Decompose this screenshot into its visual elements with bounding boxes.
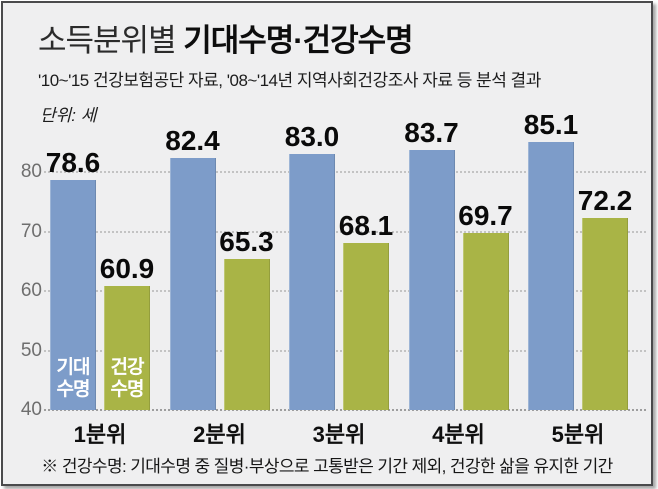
y-axis-tick-40: 40	[20, 399, 42, 420]
x-axis-label-4분위: 4분위	[432, 422, 485, 447]
bar-건강수명-4분위	[462, 233, 509, 410]
bar-기대수명-4분위	[408, 149, 455, 410]
x-axis-label-1분위: 1분위	[73, 422, 127, 447]
bar-value-건강수명-4분위: 69.7	[458, 200, 513, 232]
bar-기대수명-5분위	[528, 141, 574, 410]
bar-value-기대수명-3분위: 83.0	[284, 121, 340, 153]
footnote: ※ 건강수명: 기대수명 중 질병·부상으로 고통받은 기간 제외, 건강한 삶…	[41, 457, 613, 476]
y-axis-tick-70: 70	[20, 220, 42, 242]
bar-chart: 40 50 60 70 80 78.6 기대 수명 60.9 건강 수명 1분위 82.4 65.3 2…	[3, 3, 651, 484]
bar-건강수명-3분위	[343, 242, 389, 410]
bar-기대수명-3분위	[289, 154, 335, 410]
y-axis-tick-60: 60	[20, 280, 42, 301]
gridline-70	[44, 230, 646, 233]
bar-건강수명-1분위	[104, 285, 150, 410]
gridline-80	[44, 171, 646, 173]
unit-label: 단위: 세	[40, 106, 97, 125]
y-axis-tick-80: 80	[20, 161, 42, 182]
bar-건강수명-5분위	[582, 218, 628, 410]
bar-value-건강수명-3분위: 68.1	[338, 209, 394, 241]
bar-value-건강수명-2분위: 65.3	[219, 226, 274, 258]
y-axis-tick-50: 50	[20, 339, 42, 361]
x-axis-label-5분위: 5분위	[551, 422, 605, 447]
page-title-prefix: 소득분위별	[38, 23, 184, 58]
page-title-main: 기대수명·건강수명	[183, 23, 413, 58]
bar-value-기대수명-5분위: 85.1	[523, 108, 579, 140]
gridline-40	[44, 409, 646, 411]
page-title: 소득분위별 기대수명·건강수명	[38, 15, 414, 60]
x-axis-label-3분위: 3분위	[312, 422, 366, 447]
bar-value-기대수명-4분위: 83.7	[404, 116, 459, 148]
bar-기대수명-2분위	[169, 157, 216, 410]
source-subtitle: '10~'15 건강보험공단 자료, '08~'14년 지역사회건강조사 자료 …	[38, 71, 541, 90]
bar-value-기대수명-1분위: 78.6	[45, 147, 101, 179]
legend-건강수명: 건강 수명	[110, 357, 145, 400]
bar-기대수명-1분위	[50, 180, 96, 410]
legend-기대수명: 기대 수명	[56, 357, 91, 400]
bar-value-기대수명-2분위: 82.4	[165, 124, 220, 156]
bar-value-건강수명-5분위: 72.2	[577, 185, 633, 217]
bar-value-건강수명-1분위: 60.9	[99, 252, 155, 284]
x-axis-label-2분위: 2분위	[193, 422, 246, 447]
bar-건강수명-2분위	[223, 259, 270, 410]
